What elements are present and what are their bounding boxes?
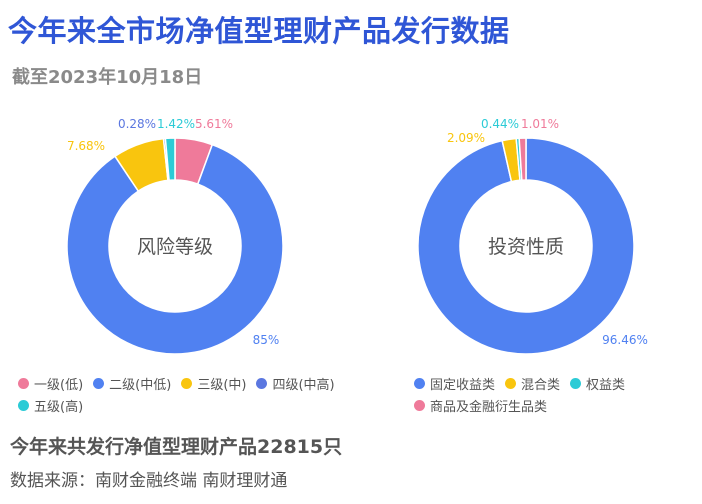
page-subtitle: 截至2023年10月18日: [12, 67, 203, 88]
legend-item-fixed-income[interactable]: 固定收益类: [414, 374, 495, 393]
legend-item-level-1[interactable]: 一级(低): [18, 374, 83, 393]
page-title: 今年来全市场净值型理财产品发行数据: [8, 14, 510, 48]
risk-level-legend: 一级(低) 二级(中低) 三级(中) 四级(中高) 五级(高): [18, 372, 348, 416]
legend-dot: [570, 377, 582, 389]
donut-1-data-label-0: 96.46%: [602, 333, 648, 347]
legend-item-level-5[interactable]: 五级(高): [18, 396, 83, 415]
donut-1-center-label: 投资性质: [488, 236, 564, 258]
legend-dot: [18, 399, 29, 411]
investment-type-legend: 固定收益类 混合类 权益类 商品及金融衍生品类: [414, 372, 694, 416]
legend-dot: [414, 399, 425, 411]
issuance-summary: 今年来共发行净值型理财产品22815只: [10, 436, 343, 458]
legend-item-level-2[interactable]: 二级(中低): [93, 374, 171, 393]
donut-0-data-label-4: 1.42%: [157, 117, 195, 131]
donut-0-data-label-0: 5.61%: [195, 117, 233, 131]
legend-item-equity[interactable]: 权益类: [570, 374, 625, 393]
legend-item-commodity-derivative[interactable]: 商品及金融衍生品类: [414, 396, 547, 415]
donut-0-center-label: 风险等级: [137, 236, 213, 258]
donut-0-data-label-2: 7.68%: [67, 139, 105, 153]
donut-0-data-label-3: 0.28%: [118, 117, 156, 131]
legend-dot: [18, 377, 29, 389]
donut-charts: 5.61% 85% 7.68% 0.28% 1.42% 风险等级 96.46% 2.09%0.…: [66, 117, 648, 355]
donut-1-data-label-2: 0.44%: [481, 117, 519, 131]
legend-dot: [505, 377, 517, 389]
donut-1-slice-3[interactable]: [518, 137, 527, 181]
legend-item-mixed[interactable]: 混合类: [505, 374, 560, 393]
legend-item-level-3[interactable]: 三级(中): [181, 374, 246, 393]
legend-dot: [181, 377, 193, 389]
donut-1-data-label-3: 1.01%: [521, 117, 559, 131]
legend-dot: [93, 377, 105, 389]
legend-dot: [414, 377, 425, 389]
donut-0-slice-4[interactable]: [164, 137, 176, 182]
legend-item-level-4[interactable]: 四级(中高): [256, 374, 335, 393]
data-source: 数据来源：南财金融终端 南财理财通: [10, 471, 288, 491]
legend-dot: [256, 377, 268, 389]
donut-0-slice-1[interactable]: [66, 143, 284, 355]
donut-1-slice-0[interactable]: [417, 137, 635, 355]
donut-1-data-label-1: 2.09%: [447, 131, 485, 145]
donut-0-data-label-1: 85%: [253, 333, 280, 347]
